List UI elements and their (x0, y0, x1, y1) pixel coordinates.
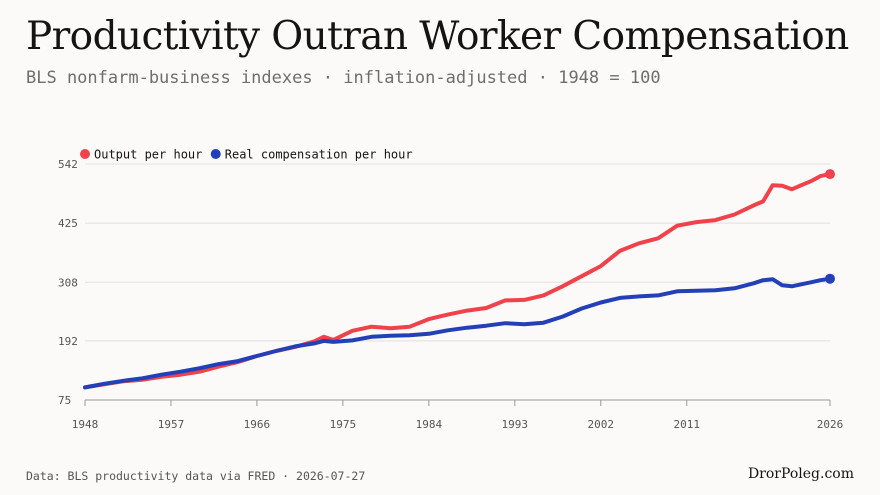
brand-credit[interactable]: DrorPoleg.com (747, 466, 854, 482)
y-tick-label: 425 (58, 217, 78, 230)
x-tick-label: 1948 (72, 418, 99, 431)
x-axis-ticks: 1948 1957 1966 1975 1984 1993 2002 2011 2026 (72, 399, 844, 431)
x-tick-label: 1966 (244, 418, 271, 431)
y-tick-label: 308 (58, 276, 78, 289)
x-tick-label: 1957 (158, 418, 185, 431)
series-lines (83, 169, 835, 390)
chart-subtitle: BLS nonfarm-business indexes · inflation… (26, 68, 661, 88)
legend-label-0: Output per hour (94, 148, 202, 162)
legend: Output per hour Real compensation per hou… (80, 148, 413, 162)
series-endpoint-1 (825, 273, 835, 284)
chart-title: Productivity Outran Worker Compensation (26, 14, 849, 59)
x-tick-label: 1975 (330, 418, 357, 431)
series-endpoint-0 (825, 169, 835, 180)
y-tick-label: 542 (58, 158, 78, 171)
series-line-0 (83, 172, 832, 390)
x-tick-label: 1993 (502, 418, 529, 431)
source-note: Data: BLS productivity data via FRED · 2… (26, 469, 366, 483)
x-tick-label: 1984 (416, 418, 443, 431)
series-line-1 (83, 276, 832, 390)
x-tick-label: 2026 (817, 418, 844, 431)
y-tick-label: 192 (58, 335, 78, 348)
gridlines (85, 163, 830, 401)
y-tick-label: 75 (58, 394, 71, 407)
legend-label-1: Real compensation per hour (225, 148, 413, 162)
x-tick-label: 2002 (588, 418, 615, 431)
x-tick-label: 2011 (673, 418, 700, 431)
legend-marker-1 (210, 149, 221, 159)
legend-marker-0 (80, 149, 90, 159)
y-axis-ticks: 75 192 308 425 542 (58, 158, 78, 407)
